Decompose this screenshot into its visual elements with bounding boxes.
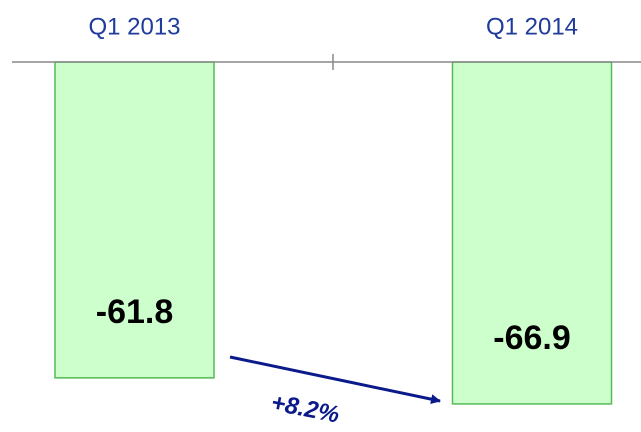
- category-label: Q1 2014: [486, 13, 578, 40]
- arrow: [229, 355, 441, 405]
- bar: [451, 61, 613, 405]
- data-label: -66.9: [493, 319, 571, 357]
- annotation: +8.2%: [269, 389, 342, 429]
- category-label: Q1 2013: [88, 13, 180, 40]
- bar: [54, 61, 215, 379]
- data-label: -61.8: [96, 293, 174, 331]
